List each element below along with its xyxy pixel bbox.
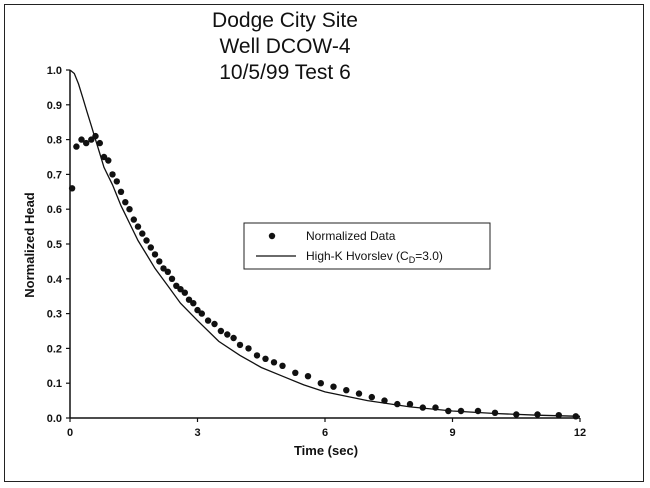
- y-tick-label: 0.4: [47, 274, 63, 286]
- legend-label-hvorslev-suffix: =3.0): [415, 249, 443, 263]
- data-point: [204, 317, 212, 324]
- data-point: [368, 393, 375, 401]
- data-point: [534, 411, 541, 418]
- data-point: [164, 268, 171, 275]
- data-point: [96, 139, 104, 147]
- data-point: [474, 407, 482, 415]
- data-point: [92, 132, 99, 140]
- y-axis-label: Normalized Head: [22, 192, 37, 298]
- data-point: [217, 327, 225, 335]
- data-point: [190, 300, 197, 307]
- data-point: [279, 362, 286, 369]
- data-point: [185, 296, 193, 303]
- data-point: [270, 359, 278, 366]
- data-point: [156, 258, 163, 265]
- data-point: [130, 216, 137, 223]
- legend: Normalized Data High-K Hvorslev (CD=3.0): [243, 222, 491, 270]
- x-tick-label: 6: [322, 427, 328, 439]
- data-point: [78, 136, 85, 143]
- data-point: [292, 369, 299, 376]
- data-point: [126, 206, 133, 213]
- legend-label-hvorslev-main: High-K Hvorslev (C: [306, 249, 409, 263]
- data-point: [168, 275, 176, 282]
- data-points-layer: [68, 132, 579, 420]
- y-tick-label: 0.9: [47, 100, 62, 112]
- data-point: [198, 310, 205, 317]
- x-tick-label: 0: [67, 427, 73, 439]
- data-point: [262, 355, 269, 362]
- data-point: [160, 265, 167, 272]
- data-point: [572, 413, 579, 420]
- data-point: [68, 185, 76, 192]
- y-tick-label: 0.5: [47, 239, 62, 251]
- data-point: [432, 404, 439, 411]
- legend-label-hvorslev-subscript: D: [409, 255, 416, 265]
- y-tick-label: 0.2: [47, 343, 62, 355]
- data-point: [73, 143, 80, 150]
- legend-box: [243, 222, 491, 270]
- data-point: [394, 400, 401, 408]
- y-tick-label: 0.1: [47, 378, 62, 390]
- data-point: [491, 409, 499, 416]
- data-point: [134, 223, 142, 230]
- plot-axes: 0.0 0.1 0.2 0.3 0.4 0.5 0.6 0.7 0.8 0.9 1.0 0 3 6 9 12: [47, 65, 586, 439]
- x-tick-label: 9: [449, 427, 455, 439]
- legend-label-normalized-data: Normalized Data: [306, 229, 396, 243]
- data-point: [117, 188, 125, 195]
- data-point: [343, 387, 350, 394]
- x-tick-label: 12: [574, 427, 586, 439]
- data-point: [555, 412, 562, 419]
- y-tick-label: 0.7: [47, 169, 62, 181]
- data-point: [122, 199, 129, 206]
- data-point: [211, 320, 218, 328]
- x-tick-label: 3: [194, 427, 200, 439]
- x-axis-label: Time (sec): [294, 443, 358, 458]
- data-point: [253, 352, 261, 359]
- data-point: [355, 390, 363, 397]
- chart-title-line-2: Well DCOW-4: [219, 35, 351, 58]
- data-point: [419, 404, 426, 411]
- data-point: [513, 411, 520, 418]
- chart-title-line-3: 10/5/99 Test 6: [219, 61, 351, 84]
- chart-title-line-1: Dodge City Site: [212, 9, 358, 32]
- data-point: [151, 251, 159, 258]
- data-point: [406, 400, 414, 408]
- chart-frame: [4, 4, 644, 482]
- data-point: [113, 178, 121, 185]
- data-point: [224, 331, 231, 338]
- data-point: [83, 139, 90, 147]
- data-point: [194, 306, 201, 314]
- data-point: [147, 244, 154, 251]
- data-point: [236, 341, 244, 349]
- data-point: [88, 136, 95, 143]
- data-point: [109, 171, 116, 178]
- data-point: [139, 230, 146, 237]
- data-point: [381, 397, 388, 404]
- data-point: [317, 380, 324, 387]
- data-point: [457, 407, 465, 415]
- model-curve-layer: [69, 69, 581, 417]
- data-point: [143, 237, 150, 244]
- data-point: [181, 289, 188, 296]
- data-point: [245, 345, 252, 352]
- data-point: [304, 373, 312, 380]
- y-tick-label: 0.6: [47, 204, 62, 216]
- data-point: [105, 157, 112, 164]
- legend-marker-normalized-data: [268, 232, 276, 240]
- y-tick-label: 0.0: [47, 413, 62, 425]
- data-point: [445, 407, 452, 415]
- data-point: [100, 153, 108, 161]
- y-tick-label: 0.3: [47, 309, 62, 321]
- y-tick-label: 0.8: [47, 135, 62, 147]
- data-point: [177, 286, 184, 293]
- legend-label-hvorslev: High-K Hvorslev (CD=3.0): [306, 249, 443, 265]
- model-curve-hvorslev: [69, 69, 581, 417]
- data-point: [230, 334, 237, 342]
- y-tick-label: 1.0: [47, 65, 62, 77]
- data-point: [330, 383, 337, 390]
